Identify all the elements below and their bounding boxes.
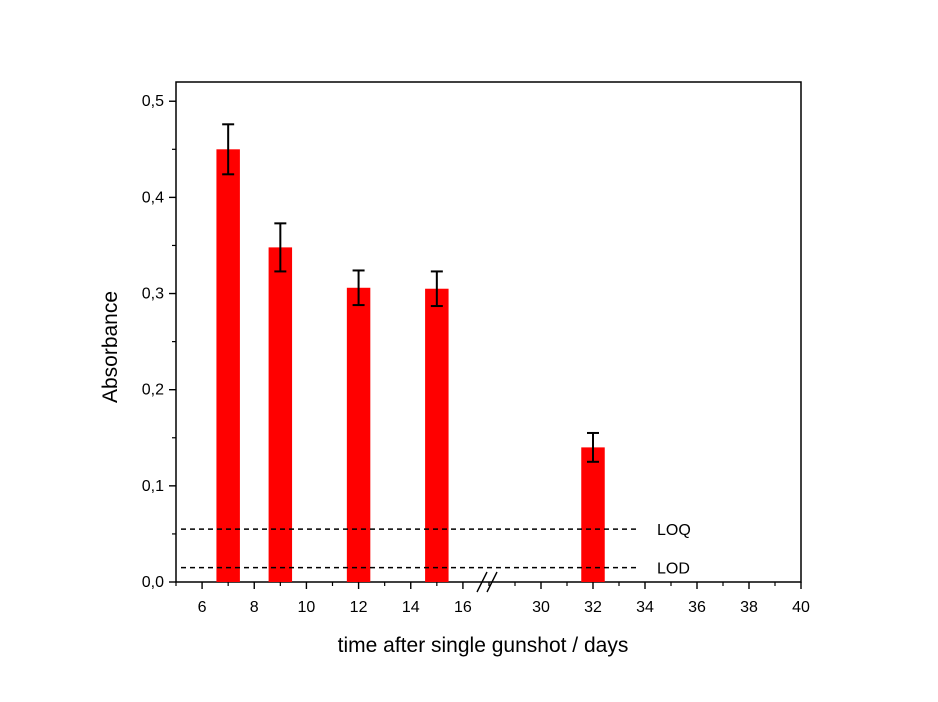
y-tick-label: 0,2: [142, 382, 164, 399]
bars-layer: [216, 149, 605, 583]
y-tick-label: 0,0: [142, 574, 164, 591]
reference-lines-layer: LOQ LOD: [181, 522, 691, 578]
y-tick-label: 0,5: [142, 93, 164, 110]
y-axis-title: Absorbance: [99, 291, 122, 403]
x-tick-label: 40: [792, 599, 810, 616]
bar: [425, 288, 449, 582]
x-axis-title: time after single gunshot / days: [338, 634, 629, 657]
x-tick-label: 8: [250, 599, 259, 616]
y-tick-label: 0,1: [142, 478, 164, 495]
bar: [346, 287, 371, 582]
x-tick-label: 10: [298, 599, 316, 616]
x-tick-label: 14: [402, 599, 420, 616]
x-tick-label: 30: [532, 599, 550, 616]
bar: [581, 447, 605, 582]
error-bars-layer: [222, 123, 599, 463]
bar: [216, 149, 240, 583]
x-tick-label: 38: [740, 599, 758, 616]
x-tick-label: 12: [350, 599, 368, 616]
x-tick-label: 36: [688, 599, 706, 616]
axis-break-mark: [476, 571, 488, 593]
bar: [268, 247, 293, 582]
x-tick-label: 32: [584, 599, 602, 616]
axes-layer: 0,0 0,1 0,2 0,3 0,4 0,5 6 8 10 12 14 16 30 32 34 36 38 40: [142, 93, 810, 616]
y-tick-label: 0,3: [142, 286, 164, 303]
x-tick-label: 16: [454, 599, 472, 616]
y-tick-label: 0,4: [142, 189, 164, 206]
axis-break-mark: [486, 571, 498, 593]
reference-label-loq: LOQ: [657, 522, 691, 539]
x-tick-label: 6: [198, 599, 207, 616]
reference-label-lod: LOD: [657, 561, 690, 578]
x-tick-label: 34: [636, 599, 654, 616]
